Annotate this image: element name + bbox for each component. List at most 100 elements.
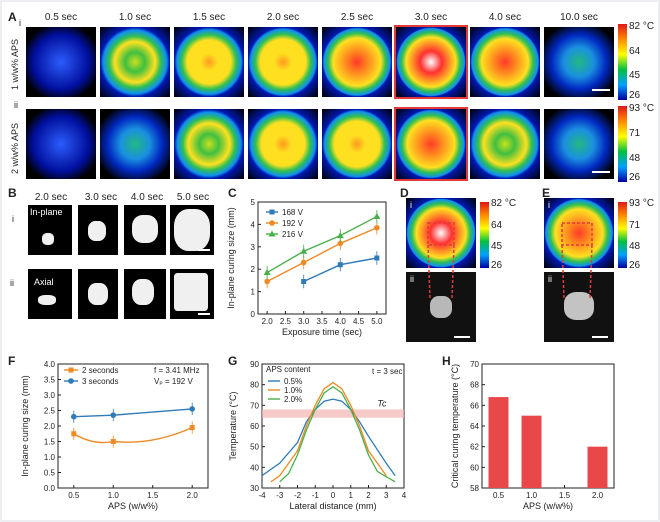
series-line xyxy=(73,426,193,444)
x-tick-label: 3 xyxy=(384,491,389,500)
x-tick-label: 0.5 xyxy=(68,491,80,500)
panel-a-time-label: 10.0 sec xyxy=(560,12,598,23)
x-tick-label: -3 xyxy=(276,491,284,500)
panel-b-row-i-label: In-plane xyxy=(30,207,63,217)
y-tick-label: 2.5 xyxy=(44,407,56,416)
heatmap-frame xyxy=(248,27,318,97)
heatmap-frame xyxy=(394,25,468,99)
panel-d-roman-ii: ii xyxy=(410,274,414,284)
series-line xyxy=(73,408,193,418)
x-axis-label: APS (w/w%) xyxy=(108,501,158,511)
colorbar-tick: 26 xyxy=(629,90,641,101)
panel-b-photo xyxy=(78,269,118,319)
y-tick-label: 3 xyxy=(251,243,256,252)
y-tick-label: 80 xyxy=(250,381,259,390)
data-point xyxy=(189,406,196,412)
heatmap-frame xyxy=(322,27,392,97)
data-point xyxy=(269,209,275,215)
y-tick-label: 4.0 xyxy=(44,360,56,369)
y-tick-label: 70 xyxy=(470,360,479,369)
heatmap-frame xyxy=(322,109,392,179)
x-tick-label: 4.5 xyxy=(353,317,365,326)
data-point xyxy=(68,378,74,384)
panel-e-heatmap: i xyxy=(544,198,614,268)
x-axis-label: APS (w/w%) xyxy=(523,501,573,511)
data-point xyxy=(300,247,308,254)
bar xyxy=(521,415,542,488)
panel-c-letter: C xyxy=(228,186,237,200)
bar xyxy=(488,397,509,488)
y-tick-label: 64 xyxy=(470,422,479,431)
series-line xyxy=(266,227,378,283)
y-tick-label: 1.5 xyxy=(44,438,56,447)
x-axis-label: Lateral distance (mm) xyxy=(289,501,376,511)
panel-b-row-ii-label: Axial xyxy=(34,277,54,287)
data-point xyxy=(374,224,380,231)
data-point xyxy=(373,213,381,220)
heatmap-frame xyxy=(100,109,170,179)
x-tick-label: 0.5 xyxy=(493,491,505,500)
panel-b-photo: In-plane xyxy=(28,205,72,255)
panel-a-row-i-label: 1 w/w% APS xyxy=(10,38,20,90)
panel-g-letter: G xyxy=(228,354,238,368)
legend-label: 192 V xyxy=(282,219,304,228)
x-tick-label: 1.0 xyxy=(526,491,538,500)
panel-b-photo: Axial xyxy=(28,269,72,319)
panel-d-roman-i: i xyxy=(410,200,412,210)
x-tick-label: 2.0 xyxy=(592,491,604,500)
legend-label: 2.0% xyxy=(284,395,302,404)
annotation-voltage: Vₚ = 192 V xyxy=(154,377,193,386)
x-tick-label: 5.0 xyxy=(371,317,383,326)
panel-e-photo: ii xyxy=(544,272,614,342)
legend-label: 1.0% xyxy=(284,386,302,395)
y-tick-label: 66 xyxy=(470,401,479,410)
panel-b-time-label: 3.0 sec xyxy=(84,192,118,203)
panel-a-row-ii-label: 2 w/w% APS xyxy=(10,122,20,174)
x-tick-label: 2 xyxy=(366,491,371,500)
scale-bar xyxy=(592,89,610,91)
colorbar-tick: 45 xyxy=(491,241,503,252)
scale-bar xyxy=(592,171,610,173)
x-tick-label: -2 xyxy=(294,491,302,500)
data-point xyxy=(268,230,276,237)
y-axis-label: Temperature (°C) xyxy=(228,391,238,460)
series-line xyxy=(279,385,396,483)
y-tick-label: 58 xyxy=(470,484,479,493)
panel-a-time-label: 3.0 sec xyxy=(414,12,448,23)
chart-c: 2.0 2.5 3.0 3.5 4.0 4.5 5.0 0 1 2 3 4 5 Exposure time… xyxy=(226,198,387,337)
chart-h: 58 60 62 64 66 68 70 0.5 1.0 1.5 2.0 APS (w/w%) Crit… xyxy=(450,360,615,511)
y-tick-label: 0.0 xyxy=(44,484,56,493)
panel-d-guides xyxy=(427,222,455,299)
panel-e-colorbar xyxy=(618,202,627,268)
panel-b-photo xyxy=(78,205,118,255)
heatmap-frame xyxy=(544,27,614,97)
data-point xyxy=(70,413,77,420)
panel-b-photo xyxy=(124,205,166,255)
data-point xyxy=(68,367,74,373)
y-tick-label: 68 xyxy=(470,381,479,390)
y-tick-label: 60 xyxy=(250,422,259,431)
y-tick-label: 70 xyxy=(250,401,259,410)
annotation-frequency: f = 3.41 MHz xyxy=(154,366,200,375)
heatmap-frame xyxy=(470,109,540,179)
y-tick-label: 50 xyxy=(250,443,259,452)
y-axis-label: Critical curing temperature (°C) xyxy=(450,364,460,488)
x-tick-label: 0 xyxy=(331,491,336,500)
y-tick-label: 0.5 xyxy=(44,469,56,478)
annotation-time: t = 3 sec xyxy=(372,367,402,376)
panel-a-row-ii-colorbar xyxy=(618,106,627,182)
data-point xyxy=(337,262,343,268)
panel-a-time-label: 0.5 sec xyxy=(44,12,78,23)
panel-b-roman-i: i xyxy=(12,214,14,224)
panel-d-colorbar xyxy=(480,202,489,268)
panel-a-time-label: 1.5 sec xyxy=(192,12,226,23)
y-tick-label: 40 xyxy=(250,463,259,472)
legend-label: 168 V xyxy=(282,208,304,217)
series-line xyxy=(266,215,378,274)
y-axis-label: In-plane curing size (mm) xyxy=(20,375,30,477)
panel-d-letter: D xyxy=(400,186,409,200)
panel-b-time-label: 4.0 sec xyxy=(130,192,164,203)
y-tick-label: 1.0 xyxy=(44,453,56,462)
y-tick-label: 30 xyxy=(250,484,259,493)
heatmap-frame xyxy=(26,109,96,179)
